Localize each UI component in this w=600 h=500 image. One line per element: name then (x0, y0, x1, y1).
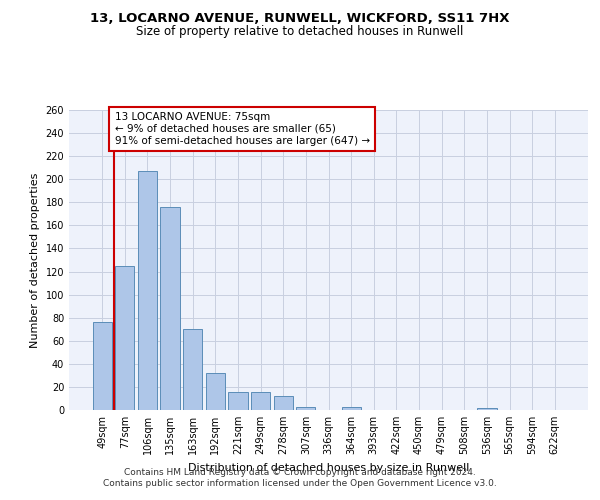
X-axis label: Distribution of detached houses by size in Runwell: Distribution of detached houses by size … (188, 462, 469, 472)
Text: Size of property relative to detached houses in Runwell: Size of property relative to detached ho… (136, 25, 464, 38)
Bar (160, 207, 180, 410)
Bar (92, 322, 112, 410)
Y-axis label: Number of detached properties: Number of detached properties (30, 172, 40, 348)
Bar (183, 329, 202, 410)
Bar (206, 373, 225, 410)
Text: 13 LOCARNO AVENUE: 75sqm
← 9% of detached houses are smaller (65)
91% of semi-de: 13 LOCARNO AVENUE: 75sqm ← 9% of detache… (115, 112, 370, 146)
Text: Contains HM Land Registry data © Crown copyright and database right 2024.
Contai: Contains HM Land Registry data © Crown c… (103, 468, 497, 487)
Text: 13, LOCARNO AVENUE, RUNWELL, WICKFORD, SS11 7HX: 13, LOCARNO AVENUE, RUNWELL, WICKFORD, S… (90, 12, 510, 26)
Bar (274, 396, 293, 410)
Bar (229, 392, 248, 410)
Bar (477, 408, 497, 410)
Bar (296, 406, 316, 410)
Bar (341, 406, 361, 410)
Bar (138, 171, 157, 410)
Bar (115, 266, 134, 410)
Bar (251, 392, 270, 410)
